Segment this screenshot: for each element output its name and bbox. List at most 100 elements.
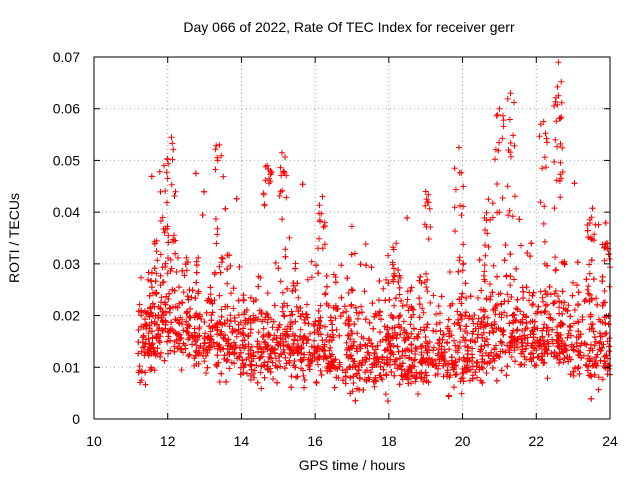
data-point — [513, 305, 520, 312]
data-point — [412, 378, 419, 385]
data-point — [439, 336, 446, 343]
data-point — [248, 343, 255, 350]
data-point — [207, 344, 213, 351]
data-point — [381, 347, 388, 354]
data-point — [557, 194, 564, 201]
data-point — [170, 238, 177, 245]
data-point — [369, 343, 376, 350]
data-point — [239, 357, 246, 364]
data-point — [426, 205, 433, 212]
data-point — [379, 356, 385, 363]
data-point — [395, 321, 402, 328]
data-point — [482, 308, 488, 315]
data-point — [161, 229, 168, 236]
data-point — [147, 310, 154, 317]
data-point — [494, 352, 501, 359]
data-point — [541, 321, 548, 328]
data-point — [172, 250, 179, 257]
data-point — [332, 279, 339, 286]
data-point — [480, 365, 486, 372]
x-tick-label: 12 — [160, 433, 176, 449]
data-point — [535, 303, 542, 310]
data-point — [340, 377, 347, 384]
data-point — [458, 312, 465, 319]
data-point — [539, 294, 546, 301]
data-point — [185, 296, 192, 303]
data-point — [408, 330, 415, 337]
data-point — [497, 338, 504, 345]
data-point — [481, 314, 488, 321]
data-point — [353, 309, 360, 316]
data-point — [502, 242, 509, 248]
data-point — [270, 376, 276, 382]
data-point — [529, 302, 536, 308]
data-point — [424, 321, 431, 328]
data-point — [226, 323, 233, 330]
data-point — [157, 272, 164, 279]
data-point — [251, 367, 258, 374]
data-point — [541, 359, 548, 366]
data-point — [390, 272, 397, 279]
data-point — [135, 350, 142, 357]
data-point — [599, 333, 606, 340]
data-point — [153, 270, 160, 277]
data-point — [145, 330, 152, 337]
data-point — [345, 290, 352, 296]
data-point — [400, 318, 407, 325]
data-point — [511, 142, 518, 149]
data-point — [376, 297, 382, 304]
data-point — [208, 312, 215, 318]
data-point — [236, 354, 243, 360]
data-point — [569, 292, 576, 299]
data-point — [581, 298, 588, 305]
data-point — [446, 333, 453, 340]
data-point — [570, 368, 577, 375]
data-point — [344, 346, 351, 353]
data-point — [544, 351, 551, 357]
data-point — [577, 331, 584, 338]
data-point — [264, 162, 271, 169]
data-point — [567, 313, 574, 320]
data-point — [370, 325, 377, 332]
data-point — [508, 334, 515, 341]
data-point — [538, 356, 545, 363]
data-point — [606, 362, 613, 369]
data-point — [406, 367, 413, 374]
data-point — [469, 363, 476, 370]
data-point — [514, 296, 521, 303]
data-point — [408, 284, 415, 291]
data-point — [575, 301, 582, 308]
data-point — [203, 309, 210, 316]
data-point — [204, 364, 211, 371]
data-point — [455, 268, 462, 275]
data-point — [165, 232, 172, 239]
data-point — [584, 286, 591, 293]
data-point — [278, 350, 285, 357]
data-point — [429, 356, 436, 363]
data-point — [509, 312, 516, 319]
data-point — [159, 279, 166, 286]
data-point — [590, 276, 597, 283]
data-point — [265, 342, 272, 349]
data-point — [361, 288, 368, 295]
data-point — [558, 175, 565, 182]
data-point — [362, 241, 369, 248]
grid — [94, 57, 610, 419]
data-point — [500, 112, 506, 119]
data-point — [148, 173, 155, 180]
data-point — [316, 325, 323, 332]
data-point — [541, 350, 548, 357]
data-point — [357, 261, 364, 268]
data-point — [419, 305, 426, 312]
data-point — [593, 354, 600, 361]
data-point — [332, 365, 339, 372]
data-point — [396, 291, 403, 298]
x-tick-label: 10 — [86, 433, 102, 449]
data-point — [151, 240, 158, 247]
data-point — [325, 360, 332, 367]
data-point — [513, 265, 520, 272]
data-point — [142, 316, 148, 323]
data-point — [498, 367, 505, 374]
data-point — [575, 364, 582, 371]
data-point — [545, 331, 552, 338]
